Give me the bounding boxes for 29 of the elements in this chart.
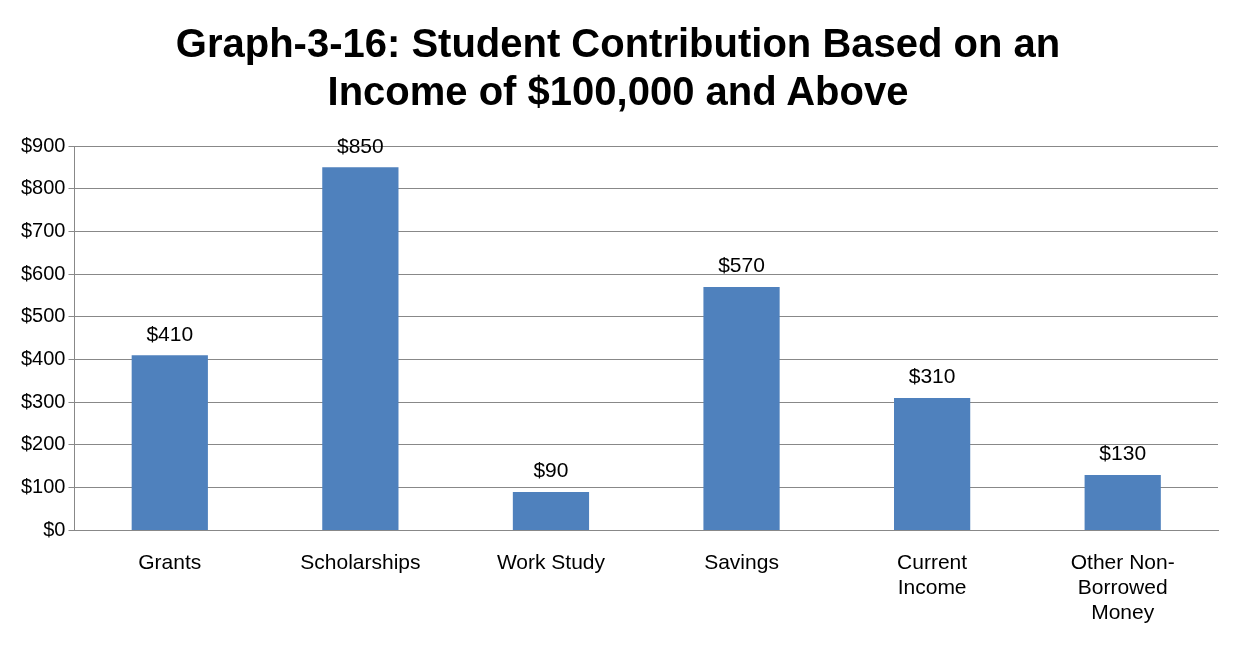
data-label: $410	[146, 321, 194, 345]
y-tick-label: $900	[20, 133, 66, 156]
y-tick-label: $300	[20, 389, 66, 412]
bar	[322, 167, 399, 530]
y-tick-label: $0	[43, 517, 66, 540]
x-tick-label: Work Study	[496, 549, 606, 573]
y-tick-label: $700	[20, 218, 66, 241]
data-label: $570	[718, 253, 765, 277]
x-tick-label: Grants	[138, 549, 202, 573]
data-label: $310	[908, 364, 956, 388]
y-tick-label: $500	[20, 304, 66, 327]
x-tick-label: Other Non-Borrowed Money	[1070, 549, 1175, 624]
x-tick-label: Savings	[704, 549, 779, 573]
y-tick-label: $400	[20, 347, 66, 370]
y-tick-label: $800	[20, 176, 66, 199]
data-label: $90	[533, 458, 569, 482]
bar	[894, 398, 971, 530]
data-label: $130	[1099, 441, 1147, 465]
data-label: $850	[337, 133, 384, 157]
bar	[512, 491, 590, 530]
x-tick-label: Scholarships	[300, 549, 421, 573]
bar	[703, 286, 780, 530]
y-tick-label: $200	[20, 432, 66, 455]
bar	[1084, 474, 1161, 530]
y-tick-label: $600	[20, 261, 66, 284]
y-tick-label: $100	[20, 475, 66, 498]
chart-title: Graph-3-16: Student Contribution Based on an Income of $100,000 and Above	[175, 21, 1061, 114]
x-tick-label: Current Income	[897, 549, 968, 598]
bar	[131, 355, 208, 530]
